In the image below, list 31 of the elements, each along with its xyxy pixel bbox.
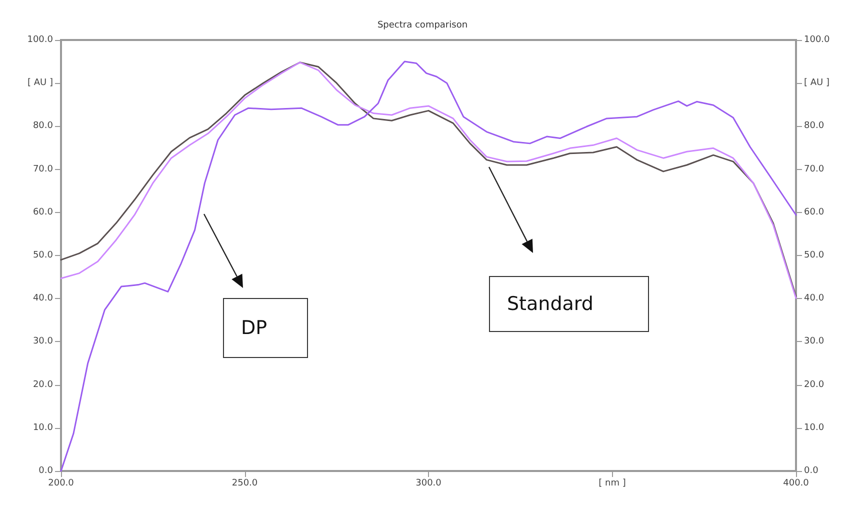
y2-tick-label: 20.0 — [804, 380, 824, 390]
y2-tick-label: 10.0 — [804, 422, 824, 433]
y-tick-label: 40.0 — [32, 294, 54, 304]
annotation: Standard — [507, 293, 594, 315]
y-tick-label: 20.0 — [32, 380, 54, 390]
line-series — [60, 60, 797, 472]
x-tick-label: 300.0 — [416, 478, 442, 488]
y2-tick-label: 100.0 — [804, 35, 830, 45]
y2-tick-label: 0.0 — [804, 466, 819, 476]
x-tick-label: 200.0 — [48, 478, 74, 488]
y2-tick-label: 60.0 — [804, 207, 824, 218]
y2-tick-label: 40.0 — [804, 294, 824, 304]
chart-title: Spectra comparison — [377, 20, 468, 30]
x-tick-label: [ nm ] — [598, 478, 626, 488]
y-tick-label: 100.0 — [27, 35, 54, 45]
x-tick-label: 250.0 — [232, 478, 258, 488]
y2-tick-label: 50.0 — [804, 250, 824, 260]
y2-tick-label: 30.0 — [804, 336, 824, 347]
y-tick-label: 70.0 — [32, 164, 54, 174]
y-tick-label: 50.0 — [32, 250, 54, 260]
y-tick-label: [ AU ] — [28, 78, 53, 88]
y-tick-label: 0.0 — [38, 466, 54, 476]
x-tick-label: 400.0 — [783, 478, 810, 488]
y-tick-label: 60.0 — [32, 207, 54, 218]
annotation: DP — [241, 317, 268, 339]
y2-tick-label: [ AU ] — [804, 78, 830, 88]
y-tick-label: 30.0 — [32, 336, 54, 347]
y-tick-label: 80.0 — [32, 121, 54, 132]
y-tick-label: 10.0 — [32, 422, 54, 433]
y2-tick-label: 80.0 — [804, 121, 824, 132]
y2-tick-label: 70.0 — [804, 164, 824, 174]
